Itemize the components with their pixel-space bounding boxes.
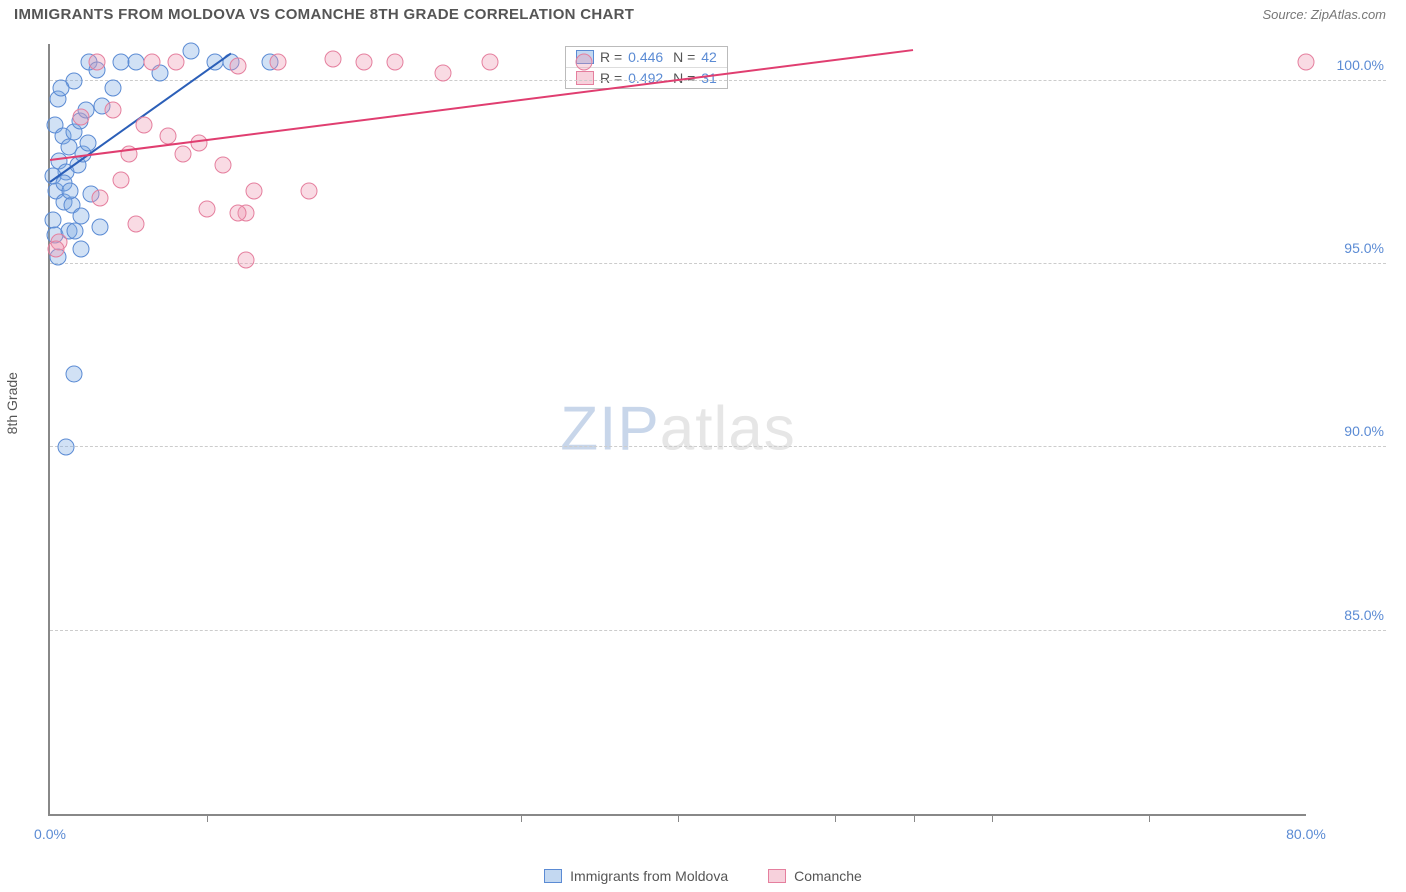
source-label: Source: ZipAtlas.com xyxy=(1262,7,1386,22)
data-point xyxy=(230,204,247,221)
x-tick xyxy=(992,814,993,822)
data-point xyxy=(434,65,451,82)
data-point xyxy=(199,201,216,218)
watermark-zip: ZIP xyxy=(560,395,659,464)
data-point xyxy=(65,366,82,383)
data-point xyxy=(269,54,286,71)
x-tick xyxy=(678,814,679,822)
legend-n-value: 31 xyxy=(701,70,717,86)
legend-item: Comanche xyxy=(768,868,862,884)
data-point xyxy=(301,182,318,199)
data-point xyxy=(92,190,109,207)
data-point xyxy=(144,54,161,71)
legend-label: Immigrants from Moldova xyxy=(570,868,728,884)
data-point xyxy=(128,54,145,71)
data-point xyxy=(481,54,498,71)
data-point xyxy=(57,439,74,456)
header: IMMIGRANTS FROM MOLDOVA VS COMANCHE 8TH … xyxy=(0,0,1406,23)
legend-r-value: 0.446 xyxy=(628,49,663,65)
data-point xyxy=(62,182,79,199)
x-tick xyxy=(207,814,208,822)
data-point xyxy=(73,241,90,258)
x-tick xyxy=(521,814,522,822)
data-point xyxy=(183,43,200,60)
data-point xyxy=(175,146,192,163)
data-point xyxy=(356,54,373,71)
data-point xyxy=(128,215,145,232)
data-point xyxy=(575,54,592,71)
legend-n-value: 42 xyxy=(701,49,717,65)
legend-series: Immigrants from Moldova Comanche xyxy=(0,868,1406,884)
x-tick-label: 0.0% xyxy=(34,826,66,842)
data-point xyxy=(73,208,90,225)
x-tick xyxy=(914,814,915,822)
data-point xyxy=(112,171,129,188)
legend-item: Immigrants from Moldova xyxy=(544,868,728,884)
gridline xyxy=(50,630,1386,631)
data-point xyxy=(136,116,153,133)
gridline xyxy=(50,80,1386,81)
legend-swatch xyxy=(768,869,786,883)
legend-n-label: N = xyxy=(669,49,695,65)
data-point xyxy=(48,241,65,258)
data-point xyxy=(52,80,69,97)
legend-r-label: R = xyxy=(600,70,622,86)
watermark-atlas: atlas xyxy=(660,395,796,464)
data-point xyxy=(104,80,121,97)
gridline xyxy=(50,446,1386,447)
data-point xyxy=(92,219,109,236)
data-point xyxy=(112,54,129,71)
legend-r-label: R = xyxy=(600,49,622,65)
plot-region: ZIPatlas R = 0.446 N = 42 R = 0.492 N = … xyxy=(48,44,1306,816)
legend-label: Comanche xyxy=(794,868,862,884)
y-tick-label: 100.0% xyxy=(1314,57,1384,73)
x-tick xyxy=(835,814,836,822)
x-tick-label: 80.0% xyxy=(1286,826,1326,842)
y-tick-label: 90.0% xyxy=(1314,423,1384,439)
data-point xyxy=(230,58,247,75)
data-point xyxy=(167,54,184,71)
legend-swatch xyxy=(544,869,562,883)
data-point xyxy=(324,50,341,67)
data-point xyxy=(191,135,208,152)
y-tick-label: 95.0% xyxy=(1314,240,1384,256)
data-point xyxy=(238,252,255,269)
data-point xyxy=(67,223,84,240)
y-axis-label: 8th Grade xyxy=(4,372,20,434)
chart-title: IMMIGRANTS FROM MOLDOVA VS COMANCHE 8TH … xyxy=(14,6,634,23)
y-tick-label: 85.0% xyxy=(1314,607,1384,623)
data-point xyxy=(1298,54,1315,71)
data-point xyxy=(159,127,176,144)
legend-swatch xyxy=(576,71,594,85)
data-point xyxy=(387,54,404,71)
data-point xyxy=(214,157,231,174)
chart-area: ZIPatlas R = 0.446 N = 42 R = 0.492 N = … xyxy=(48,44,1386,846)
data-point xyxy=(73,109,90,126)
data-point xyxy=(246,182,263,199)
data-point xyxy=(89,54,106,71)
data-point xyxy=(104,102,121,119)
x-tick xyxy=(1149,814,1150,822)
watermark: ZIPatlas xyxy=(560,394,795,465)
